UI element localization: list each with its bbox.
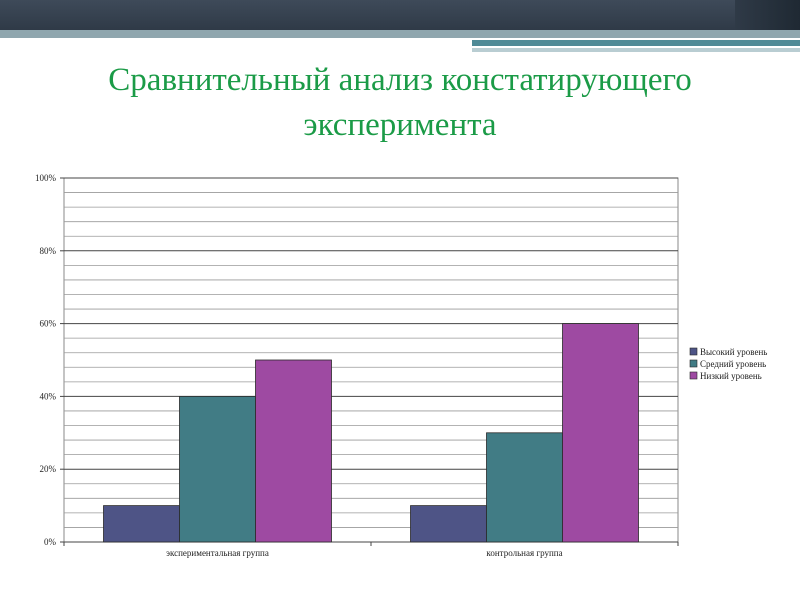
legend-swatch xyxy=(689,371,698,380)
decor-corner xyxy=(735,0,800,30)
y-tick-label: 40% xyxy=(40,391,57,401)
y-tick-label: 20% xyxy=(40,464,57,474)
bar xyxy=(486,432,563,543)
slide-title: Сравнительный анализ констатирующего экс… xyxy=(108,62,692,143)
y-tick-label: 80% xyxy=(40,246,57,256)
y-tick-label: 100% xyxy=(35,173,57,183)
x-category-label: экспериментальная группа xyxy=(166,548,269,558)
bar xyxy=(103,505,180,543)
y-tick-label: 60% xyxy=(40,319,57,329)
y-tick-label: 0% xyxy=(44,537,57,547)
legend-swatch xyxy=(689,347,698,356)
decor-stripe-thin xyxy=(472,48,800,52)
legend-label: Низкий уровень xyxy=(700,371,762,381)
top-decor-band xyxy=(0,30,800,38)
top-decor-bar xyxy=(0,0,800,30)
bar xyxy=(410,505,487,543)
bar xyxy=(562,323,639,543)
legend-label: Средний уровень xyxy=(700,359,766,369)
legend-label: Высокий уровень xyxy=(700,347,767,357)
x-category-label: контрольная группа xyxy=(486,548,562,558)
decor-stripe xyxy=(472,40,800,46)
bar xyxy=(255,359,332,543)
bar xyxy=(179,395,256,543)
legend-swatch xyxy=(689,359,698,368)
